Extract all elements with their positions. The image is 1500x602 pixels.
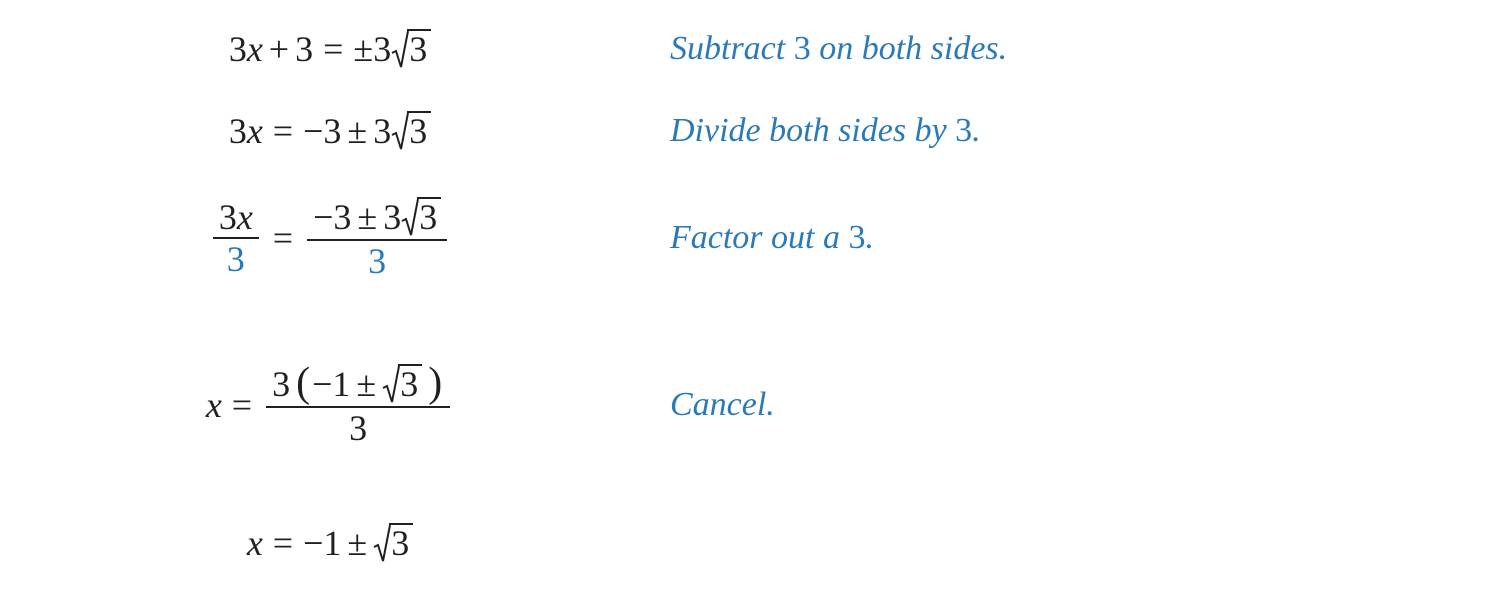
num-var: x <box>237 199 253 235</box>
paren-const: −1 <box>312 366 350 402</box>
ann-suffix: on both sides. <box>811 30 1007 67</box>
radicand: 3 <box>407 29 431 67</box>
annotation-4: Cancel. <box>670 386 775 423</box>
equals: = <box>263 522 303 564</box>
sqrt: 3 <box>401 197 441 237</box>
rhs-fraction: 3(−1±3) 3 <box>266 364 450 446</box>
lhs-var: x <box>247 28 263 70</box>
ann-prefix: Divide both sides by <box>670 112 955 149</box>
lhs-den: 3 <box>221 239 251 277</box>
pm: ± <box>350 366 382 402</box>
annotation-3: Factor out a 3. <box>670 219 874 256</box>
rparen: ) <box>426 367 444 401</box>
rhs-coef: 3 <box>373 110 391 152</box>
plus-op: + <box>263 28 295 70</box>
equals: = <box>313 28 353 70</box>
lhs-fraction: 3x 3 <box>213 199 259 277</box>
annotation-2: Divide both sides by 3. <box>670 112 981 149</box>
math-derivation: 3x + 3 = ±33 Subtract 3 on both sides. 3… <box>0 0 1500 602</box>
ann-prefix: Factor out a <box>670 219 848 256</box>
step-row-5: x = −1±3 <box>0 508 1500 578</box>
ann-suffix: . <box>972 112 981 149</box>
outer-coef: 3 <box>272 366 290 402</box>
rhs-coef: 3 <box>373 28 391 70</box>
ann-prefix: Cancel. <box>670 386 775 423</box>
pm: ± <box>353 28 373 70</box>
equals: = <box>222 384 262 426</box>
rhs-fraction: −3±33 3 <box>307 197 447 279</box>
radicand: 3 <box>389 523 413 561</box>
radicand: 3 <box>398 364 422 402</box>
sqrt: 3 <box>382 364 422 404</box>
ann-suffix: . <box>865 219 874 256</box>
lhs-coef: 3 <box>229 28 247 70</box>
lhs-var: x <box>247 522 263 564</box>
equation-4: x = 3(−1±3) 3 <box>206 364 454 446</box>
pm: ± <box>341 522 373 564</box>
pm: ± <box>341 110 373 152</box>
lhs-var: x <box>206 384 222 426</box>
rhs-const: −3 <box>303 110 341 152</box>
ann-num: 3 <box>955 112 972 149</box>
step-row-1: 3x + 3 = ±33 Subtract 3 on both sides. <box>0 14 1500 84</box>
equation-3: 3x 3 = −3±33 3 <box>209 197 451 279</box>
num-coef: 3 <box>219 199 237 235</box>
pm: ± <box>351 199 383 235</box>
annotation-1: Subtract 3 on both sides. <box>670 30 1007 67</box>
num-coef: 3 <box>383 199 401 235</box>
rhs-den: 3 <box>362 241 392 279</box>
equation-2: 3x = −3±33 <box>229 110 431 152</box>
equals: = <box>263 110 303 152</box>
lhs-coef: 3 <box>229 110 247 152</box>
ann-prefix: Subtract <box>670 30 794 67</box>
step-row-4: x = 3(−1±3) 3 Cancel. <box>0 340 1500 470</box>
lhs-const: 3 <box>295 28 313 70</box>
lparen: ( <box>294 367 312 401</box>
ann-num: 3 <box>848 219 865 256</box>
sqrt: 3 <box>373 523 413 563</box>
equation-5: x = −1±3 <box>247 522 413 564</box>
sqrt: 3 <box>391 29 431 69</box>
radicand: 3 <box>407 111 431 149</box>
step-row-3: 3x 3 = −3±33 3 Factor out a 3. <box>0 178 1500 298</box>
radicand: 3 <box>417 197 441 235</box>
sqrt: 3 <box>391 111 431 151</box>
equation-1: 3x + 3 = ±33 <box>229 28 431 70</box>
lhs-var: x <box>247 110 263 152</box>
num-const: −3 <box>313 199 351 235</box>
equals: = <box>263 217 303 259</box>
rhs-const: −1 <box>303 522 341 564</box>
step-row-2: 3x = −3±33 Divide both sides by 3. <box>0 96 1500 166</box>
ann-num: 3 <box>794 30 811 67</box>
rhs-den: 3 <box>343 408 373 446</box>
